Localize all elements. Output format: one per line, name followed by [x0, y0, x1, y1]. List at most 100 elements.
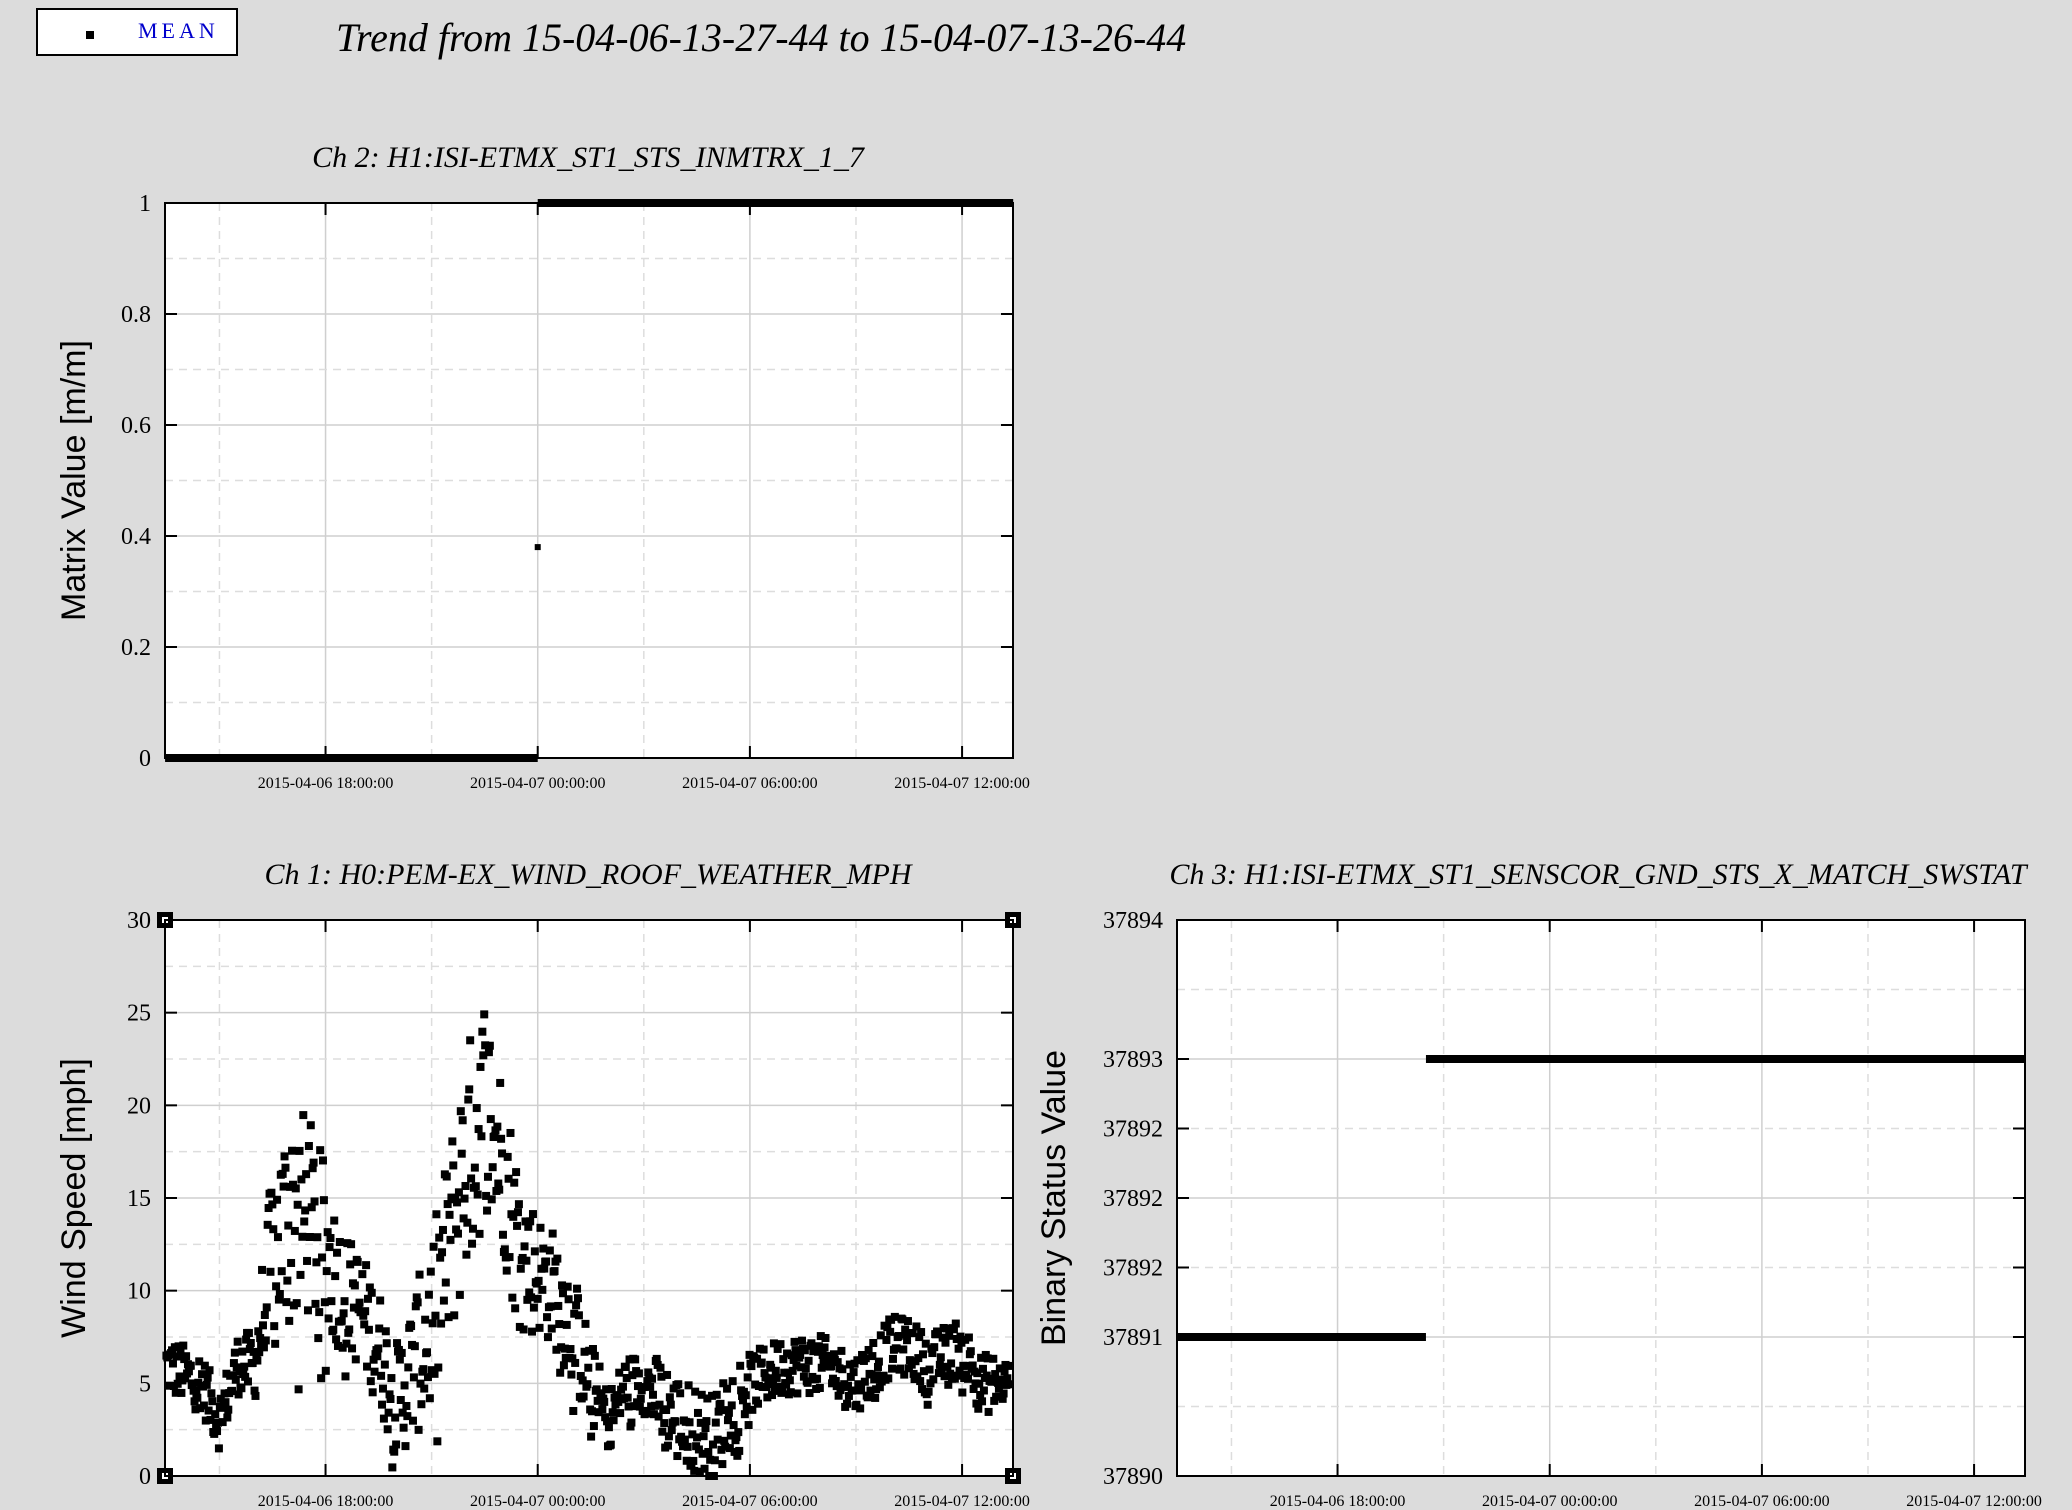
data-point: [534, 1276, 543, 1285]
y-tick-label: 0.2: [121, 635, 151, 661]
data-point: [984, 1407, 993, 1416]
data-point: [797, 1363, 806, 1372]
data-point: [540, 1264, 549, 1273]
data-point: [262, 1303, 271, 1312]
data-point: [224, 1405, 233, 1414]
data-point: [944, 1380, 953, 1389]
data-point: [307, 1203, 316, 1212]
data-point: [693, 1408, 702, 1417]
data-point: [764, 1379, 773, 1388]
data-point: [933, 1327, 942, 1336]
data-point: [727, 1401, 736, 1410]
data-point: [458, 1116, 467, 1125]
data-point: [789, 1355, 798, 1364]
data-point: [243, 1377, 252, 1386]
data-point: [359, 1311, 368, 1320]
data-point: [432, 1210, 441, 1219]
data-point: [793, 1389, 802, 1398]
data-point: [539, 1244, 548, 1253]
data-point: [391, 1413, 400, 1422]
data-point: [335, 1238, 344, 1247]
data-point: [636, 1394, 645, 1403]
data-point: [915, 1333, 924, 1342]
data-point: [509, 1212, 518, 1221]
data-point: [299, 1111, 308, 1120]
data-point: [706, 1455, 715, 1464]
data-point: [883, 1323, 892, 1332]
data-point: [804, 1356, 813, 1365]
data-point: [284, 1221, 293, 1230]
data-point: [373, 1352, 382, 1361]
data-point: [786, 1388, 795, 1397]
data-point: [664, 1432, 673, 1441]
data-point: [535, 1323, 544, 1332]
data-point: [203, 1373, 212, 1382]
data-point: [703, 1394, 712, 1403]
data-point: [853, 1356, 862, 1365]
data-point: [377, 1371, 386, 1380]
data-point: [313, 1233, 322, 1242]
data-point: [463, 1218, 472, 1227]
data-point: [481, 1041, 490, 1050]
data-point: [298, 1232, 307, 1241]
x-tick-label: 2015-04-07 06:00:00: [682, 775, 818, 792]
x-tick-label: 2015-04-07 00:00:00: [470, 1493, 606, 1510]
data-point: [846, 1372, 855, 1381]
data-point: [281, 1163, 290, 1172]
data-point: [778, 1387, 787, 1396]
y-tick-label: 37894: [1103, 908, 1163, 934]
data-point: [181, 1374, 190, 1383]
data-point: [649, 1410, 658, 1419]
data-point: [400, 1381, 409, 1390]
data-point: [648, 1390, 657, 1399]
data-point: [969, 1384, 978, 1393]
data-point: [798, 1336, 807, 1345]
y-tick-label: 37892: [1103, 1256, 1163, 1282]
chart-title: Ch 2: H1:ISI-ETMX_ST1_STS_INMTRX_1_7: [312, 141, 866, 174]
data-point: [574, 1311, 583, 1320]
data-point: [817, 1363, 826, 1372]
data-point: [898, 1315, 907, 1324]
data-point: [201, 1416, 210, 1425]
data-point: [888, 1354, 897, 1363]
data-point: [548, 1229, 557, 1238]
data-point: [528, 1210, 537, 1219]
data-point: [729, 1421, 738, 1430]
data-point: [624, 1402, 633, 1411]
data-point: [230, 1348, 239, 1357]
data-point: [689, 1456, 698, 1465]
data-point: [413, 1298, 422, 1307]
data-point: [921, 1339, 930, 1348]
data-point: [303, 1256, 312, 1265]
data-point: [340, 1297, 349, 1306]
data-point: [945, 1331, 954, 1340]
data-point: [171, 1388, 180, 1397]
data-point: [947, 1359, 956, 1368]
data-point: [905, 1356, 914, 1365]
data-point: [479, 1051, 488, 1060]
data-point: [259, 1343, 268, 1352]
data-point: [864, 1345, 873, 1354]
data-point: [288, 1146, 297, 1155]
data-point: [674, 1380, 683, 1389]
data-point: [327, 1297, 336, 1306]
data-point: [929, 1375, 938, 1384]
data-point: [820, 1343, 829, 1352]
data-point: [635, 1402, 644, 1411]
data-point: [321, 1366, 330, 1375]
data-point: [819, 1356, 828, 1365]
data-point: [510, 1178, 519, 1187]
data-point: [317, 1374, 326, 1383]
data-point: [783, 1349, 792, 1358]
data-point: [416, 1379, 425, 1388]
data-point: [350, 1281, 359, 1290]
data-point: [924, 1387, 933, 1396]
data-point: [976, 1391, 985, 1400]
y-tick-label: 0: [139, 1464, 151, 1490]
data-point: [595, 1362, 604, 1371]
data-point: [747, 1362, 756, 1371]
data-point: [205, 1366, 214, 1375]
data-point: [455, 1290, 464, 1299]
data-point: [801, 1364, 810, 1373]
x-tick-label: 2015-04-06 18:00:00: [258, 1493, 394, 1510]
